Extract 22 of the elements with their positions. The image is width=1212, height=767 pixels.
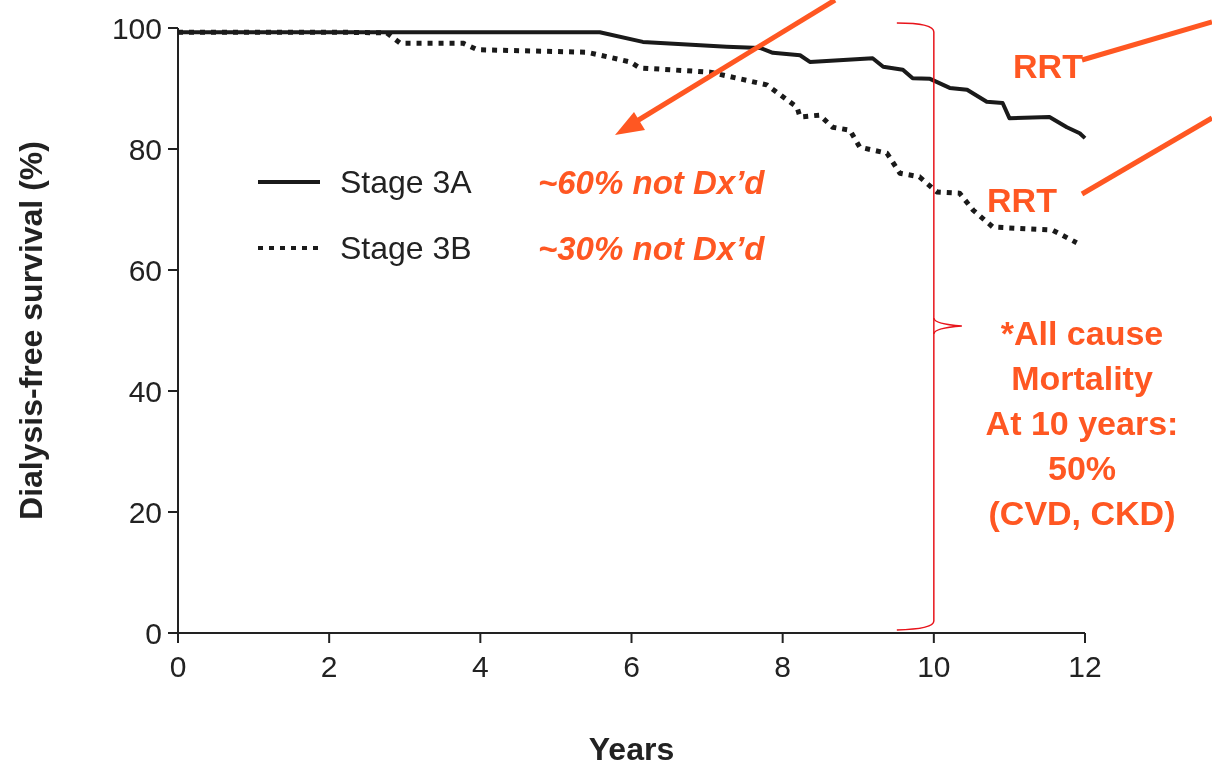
x-tick-label: 12 [1068, 650, 1102, 683]
y-tick-label: 60 [128, 253, 162, 287]
x-tick-label: 2 [320, 650, 338, 683]
annotation: RRT [987, 181, 1058, 219]
y-tick-label: 80 [128, 132, 162, 166]
annotation: ~30% not Dx’d [538, 229, 766, 267]
annotation: ~60% not Dx’d [538, 163, 766, 201]
y-axis-title: Dialysis-free survival (%) [13, 141, 49, 520]
legend-label: Stage 3B [340, 230, 472, 267]
x-axis-title: Years [588, 731, 675, 767]
annotation: RRT [1013, 47, 1084, 85]
y-tick-label: 20 [128, 495, 162, 529]
x-tick-label: 10 [917, 650, 951, 683]
x-tick-label: 8 [774, 650, 792, 683]
x-tick-label: 0 [169, 650, 187, 683]
y-tick-label: 100 [111, 11, 162, 45]
y-tick-label: 40 [128, 374, 162, 408]
annotation: *All cause Mortality At 10 years: 50% (CVD, CKD) [985, 314, 1179, 532]
y-tick-label: 0 [145, 616, 162, 650]
x-tick-label: 4 [471, 650, 489, 683]
legend-label: Stage 3A [340, 164, 473, 201]
x-tick-label: 6 [623, 650, 640, 683]
